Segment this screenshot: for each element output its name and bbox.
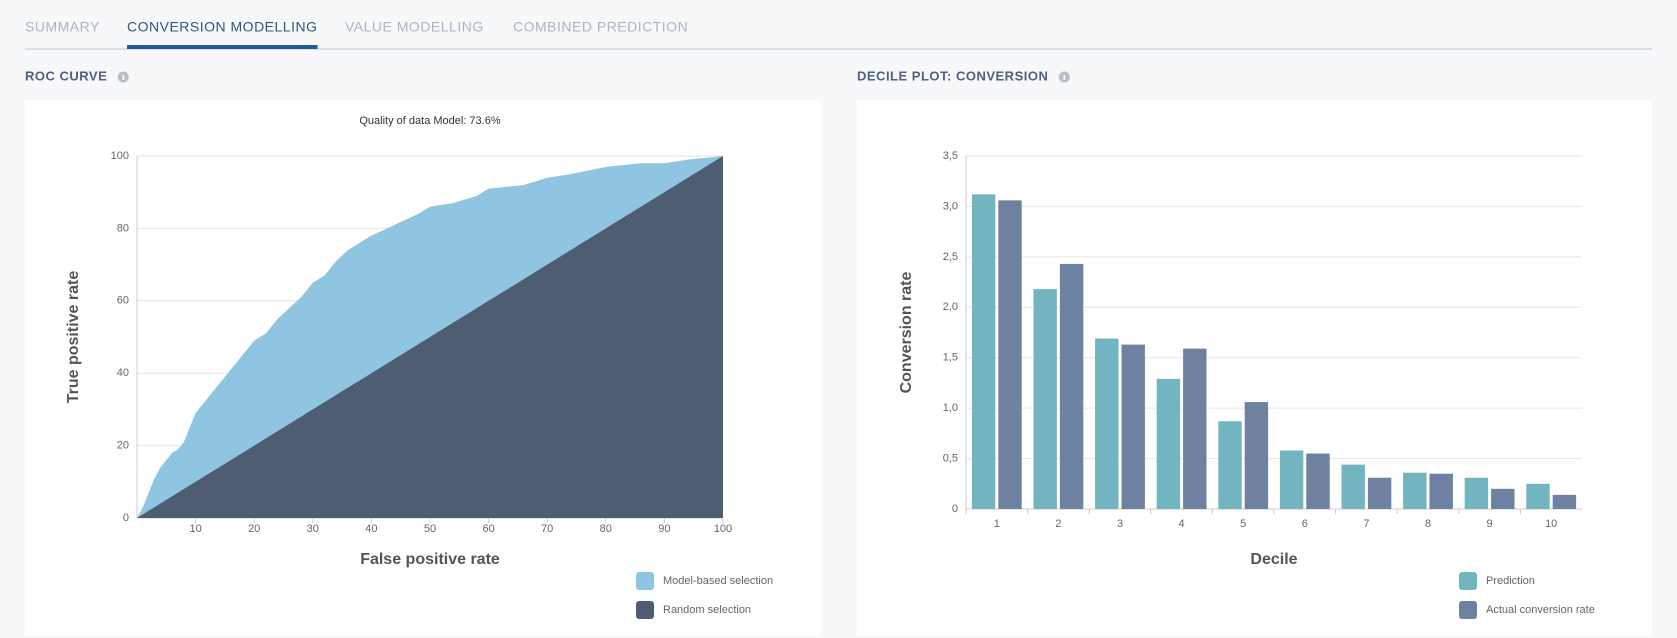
x-tick-label: 10 <box>189 523 201 535</box>
y-tick-label: 3,0 <box>943 200 958 212</box>
legend-label[interactable]: Random selection <box>663 604 751 616</box>
x-tick-label: 5 <box>1240 518 1246 530</box>
x-tick-label: 50 <box>424 523 436 535</box>
legend-label[interactable]: Prediction <box>1486 575 1535 587</box>
x-tick-label: 1 <box>994 518 1000 530</box>
tab-underline <box>127 45 318 49</box>
y-tick-label: 1,5 <box>943 352 958 364</box>
legend-swatch[interactable] <box>1459 572 1477 590</box>
panel-title: DECILE PLOT: CONVERSION <box>857 68 1048 83</box>
x-tick-label: 70 <box>541 523 553 535</box>
bar <box>971 194 996 509</box>
bar <box>1244 402 1269 509</box>
tab[interactable]: VALUE MODELLING <box>345 19 484 35</box>
bar <box>1429 473 1453 509</box>
x-tick-label: 20 <box>248 523 260 535</box>
tab[interactable]: CONVERSION MODELLING <box>127 19 317 35</box>
y-tick-label: 0 <box>123 512 129 524</box>
x-tick-label: 80 <box>600 523 612 535</box>
bar <box>1183 348 1207 509</box>
x-tick-label: 4 <box>1179 518 1185 530</box>
x-tick-label: 7 <box>1363 518 1369 530</box>
y-axis-label: True positive rate <box>65 271 82 404</box>
tab[interactable]: SUMMARY <box>25 19 100 35</box>
y-tick-label: 2,0 <box>943 301 958 313</box>
legend-swatch[interactable] <box>1459 601 1477 619</box>
legend-swatch[interactable] <box>636 601 654 619</box>
y-tick-label: 20 <box>117 440 129 452</box>
y-tick-label: 80 <box>117 222 129 234</box>
x-tick-label: 90 <box>658 523 670 535</box>
bar <box>1341 464 1365 509</box>
x-tick-label: 10 <box>1545 518 1557 530</box>
bar <box>1552 494 1577 509</box>
y-tick-label: 0,5 <box>943 452 958 464</box>
bar <box>1306 453 1330 509</box>
bar <box>1464 477 1489 509</box>
x-tick-label: 3 <box>1117 518 1123 530</box>
y-tick-label: 40 <box>117 367 129 379</box>
y-tick-label: 1,0 <box>943 402 958 414</box>
bar <box>1033 289 1057 509</box>
bar <box>998 200 1022 509</box>
x-tick-label: 30 <box>307 523 319 535</box>
bar <box>1156 378 1181 509</box>
x-tick-label: 8 <box>1425 518 1431 530</box>
x-tick-label: 9 <box>1487 518 1493 530</box>
legend-label[interactable]: Model-based selection <box>663 575 773 587</box>
bar <box>1279 450 1304 509</box>
bar <box>1095 338 1119 509</box>
panel-title: ROC CURVE <box>25 68 107 83</box>
x-axis-label: Decile <box>1250 551 1297 568</box>
y-tick-label: 60 <box>117 295 129 307</box>
bar <box>1367 477 1392 509</box>
bar <box>1121 344 1145 509</box>
x-tick-label: 100 <box>714 523 732 535</box>
legend-label[interactable]: Actual conversion rate <box>1486 604 1595 616</box>
y-tick-label: 3,5 <box>943 150 958 162</box>
x-tick-label: 2 <box>1055 518 1061 530</box>
y-tick-label: 0 <box>952 503 958 515</box>
chart-subtitle: Quality of data Model: 73.6% <box>359 115 500 127</box>
legend-swatch[interactable] <box>636 572 654 590</box>
bar <box>1526 483 1550 509</box>
bar <box>1218 421 1242 509</box>
info-icon-mark <box>1063 75 1066 80</box>
x-tick-label: 60 <box>482 523 494 535</box>
bar <box>1491 488 1515 509</box>
bar <box>1059 263 1084 509</box>
x-axis-label: False positive rate <box>360 551 500 568</box>
area <box>137 156 723 518</box>
x-tick-label: 40 <box>365 523 377 535</box>
info-icon-mark <box>122 75 125 80</box>
bar <box>1403 472 1427 509</box>
tab[interactable]: COMBINED PREDICTION <box>513 19 688 35</box>
y-axis-label: Conversion rate <box>898 271 915 393</box>
x-tick-label: 6 <box>1302 518 1308 530</box>
y-tick-label: 2,5 <box>943 251 958 263</box>
y-tick-label: 100 <box>111 150 129 162</box>
